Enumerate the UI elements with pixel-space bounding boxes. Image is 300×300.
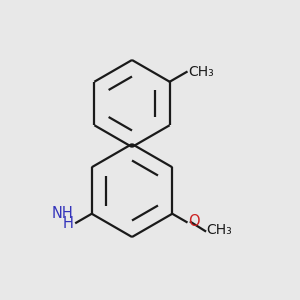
Text: CH₃: CH₃ <box>188 65 214 79</box>
Text: H: H <box>63 216 74 231</box>
Text: CH₃: CH₃ <box>206 224 232 237</box>
Text: O: O <box>188 214 200 229</box>
Text: NH: NH <box>52 206 74 221</box>
